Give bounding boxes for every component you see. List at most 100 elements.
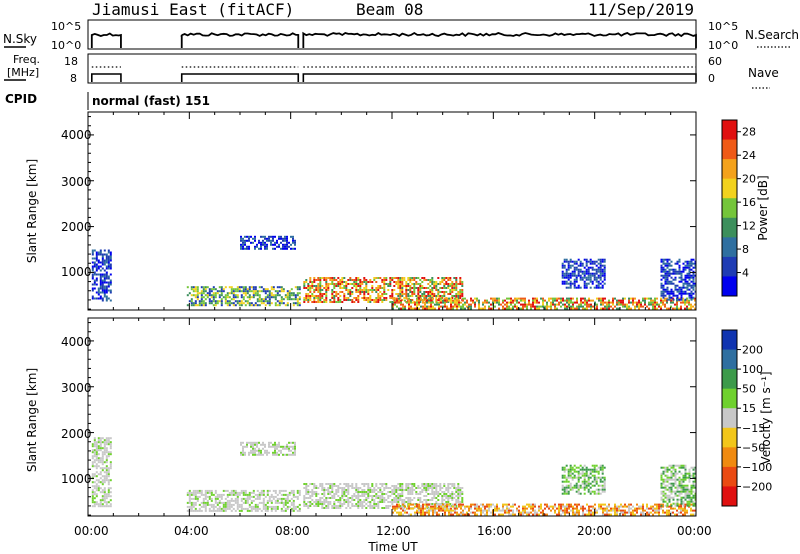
echo-cell [442, 299, 444, 302]
echo-cell [365, 287, 368, 289]
echo-cell [666, 511, 668, 514]
echo-cell [431, 503, 434, 505]
echo-cell [488, 503, 490, 506]
echo-cell [101, 255, 104, 258]
echo-cell [561, 272, 564, 275]
echo-cell [238, 503, 241, 506]
echo-cell [423, 291, 426, 293]
echo-cell [95, 459, 98, 462]
echo-cell [583, 492, 586, 495]
echo-cell [351, 287, 354, 289]
echo-cell [583, 282, 586, 285]
echo-cell [280, 302, 283, 305]
echo-cell [608, 299, 610, 302]
echo-cell [230, 499, 233, 502]
echo-cell [91, 473, 94, 476]
echo-cell [369, 489, 372, 491]
echo-cell [204, 509, 207, 512]
echo-cell [410, 307, 412, 310]
echo-cell [365, 491, 368, 493]
echo-cell [398, 297, 400, 300]
echo-cell [186, 505, 189, 508]
echo-cell [298, 509, 301, 512]
echo-cell [674, 468, 677, 471]
echo-cell [567, 272, 570, 275]
echo-cell [286, 445, 288, 448]
echo-cell [208, 495, 211, 498]
echo-cell [664, 270, 667, 273]
echo-cell [95, 495, 98, 498]
echo-cell [373, 505, 376, 507]
echo-cell [692, 468, 695, 471]
echo-cell [317, 501, 320, 503]
echo-cell [357, 489, 360, 491]
echo-cell [292, 247, 294, 250]
echo-cell [381, 485, 384, 487]
echo-cell [373, 487, 376, 489]
echo-cell [584, 507, 586, 510]
echo-cell [575, 470, 578, 473]
echo-cell [425, 491, 428, 493]
echo-cell [560, 509, 562, 512]
echo-cell [399, 487, 402, 489]
echo-cell [389, 505, 392, 507]
echo-cell [407, 499, 410, 501]
echo-cell [678, 466, 681, 469]
echo-cell [224, 298, 227, 301]
echo-cell [624, 503, 626, 506]
echo-cell [347, 289, 350, 291]
echo-cell [103, 273, 106, 276]
echo-cell [599, 270, 602, 273]
echo-cell [397, 293, 400, 295]
echo-cell [101, 459, 104, 462]
echo-cell [502, 505, 504, 508]
echo-cell [371, 497, 374, 499]
echo-cell [290, 294, 293, 297]
echo-cell [670, 470, 673, 473]
echo-cell [409, 295, 412, 297]
echo-cell [674, 262, 677, 265]
echo-cell [584, 303, 586, 306]
echo-cell [109, 291, 112, 294]
echo-cell [620, 509, 622, 512]
echo-cell [373, 503, 376, 505]
echo-cell [292, 451, 294, 454]
echo-cell [250, 449, 252, 452]
echo-cell [410, 507, 412, 510]
echo-cell [254, 507, 257, 510]
echo-cell [339, 483, 342, 485]
echo-cell [266, 505, 269, 508]
echo-cell [107, 249, 110, 252]
echo-cell [512, 301, 514, 304]
echo-cell [444, 303, 446, 306]
echo-cell [278, 497, 281, 500]
echo-cell [99, 443, 102, 446]
echo-cell [321, 297, 324, 299]
echo-cell [315, 487, 318, 489]
echo-cell [325, 497, 328, 499]
echo-cell [603, 488, 606, 491]
echo-cell [573, 486, 576, 489]
echo-cell [101, 451, 104, 454]
echo-cell [628, 301, 630, 304]
echo-cell [686, 472, 689, 475]
echo-cell [476, 503, 478, 506]
echo-cell [674, 272, 677, 275]
power-colorbar-tick-label: 16 [742, 196, 756, 209]
echo-cell [626, 303, 628, 306]
echo-cell [528, 299, 530, 302]
echo-cell [466, 301, 468, 304]
echo-cell [583, 280, 586, 283]
echo-cell [97, 449, 100, 452]
echo-cell [105, 299, 108, 302]
echo-cell [286, 495, 289, 498]
echo-cell [307, 297, 310, 299]
echo-cell [272, 495, 275, 498]
echo-cell [258, 501, 261, 504]
echo-cell [600, 503, 602, 506]
echo-cell [93, 297, 96, 300]
echo-cell [93, 283, 96, 286]
echo-cell [387, 495, 390, 497]
colorbar-segment [722, 466, 737, 487]
echo-cell [399, 277, 402, 279]
